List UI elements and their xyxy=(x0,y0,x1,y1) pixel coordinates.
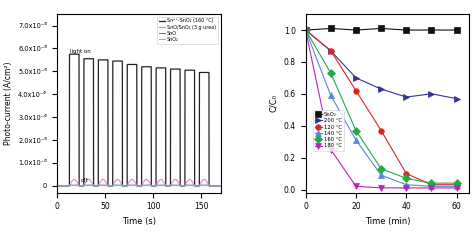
160 °C xyxy=(454,182,459,184)
SnO₂ xyxy=(158,184,164,187)
SnO/SnO₂ (3 g urea) xyxy=(54,184,60,187)
Line: 120 °C: 120 °C xyxy=(303,27,459,188)
200 °C xyxy=(303,29,309,31)
Line: 200 °C: 200 °C xyxy=(303,27,459,101)
Sn²⁺-SnO₂ (160 °C) xyxy=(54,184,60,187)
200 °C xyxy=(428,92,434,95)
Line: 160 °C: 160 °C xyxy=(303,27,459,186)
SnO xyxy=(177,184,182,187)
SnO₂ xyxy=(454,29,459,31)
SnO₂ xyxy=(328,27,334,30)
Sn²⁺-SnO₂ (160 °C) xyxy=(177,68,182,70)
160 °C xyxy=(328,72,334,74)
SnO/SnO₂ (3 g urea) xyxy=(158,178,164,181)
SnO xyxy=(63,184,69,187)
120 °C xyxy=(353,89,359,92)
140 °C xyxy=(353,139,359,141)
160 °C xyxy=(428,182,434,184)
140 °C xyxy=(454,185,459,188)
SnO₂ xyxy=(303,29,309,31)
200 °C xyxy=(328,49,334,52)
120 °C xyxy=(328,49,334,52)
180 °C xyxy=(403,187,409,189)
180 °C xyxy=(303,29,309,31)
SnO xyxy=(54,184,60,187)
Line: SnO/SnO₂ (3 g urea): SnO/SnO₂ (3 g urea) xyxy=(57,179,220,186)
SnO/SnO₂ (3 g urea) xyxy=(201,178,207,181)
SnO₂ xyxy=(353,29,359,31)
SnO₂ xyxy=(378,27,384,30)
Line: Sn²⁺-SnO₂ (160 °C): Sn²⁺-SnO₂ (160 °C) xyxy=(57,54,220,186)
Line: SnO₂: SnO₂ xyxy=(303,26,459,33)
200 °C xyxy=(353,76,359,79)
200 °C xyxy=(403,96,409,98)
200 °C xyxy=(378,88,384,90)
160 °C xyxy=(403,177,409,180)
Sn²⁺-SnO₂ (160 °C) xyxy=(158,67,164,69)
SnO₂ xyxy=(428,29,434,31)
SnO₂ xyxy=(54,184,60,187)
140 °C xyxy=(303,29,309,31)
SnO₂ xyxy=(66,184,72,187)
SnO/SnO₂ (3 g urea) xyxy=(63,184,69,187)
Line: SnO: SnO xyxy=(57,185,220,186)
Line: 180 °C: 180 °C xyxy=(303,27,459,191)
120 °C xyxy=(428,183,434,186)
Sn²⁺-SnO₂ (160 °C) xyxy=(218,184,223,187)
SnO₂ xyxy=(218,184,223,187)
120 °C xyxy=(403,172,409,175)
Sn²⁺-SnO₂ (160 °C) xyxy=(66,53,72,56)
Sn²⁺-SnO₂ (160 °C) xyxy=(102,59,108,61)
200 °C xyxy=(454,97,459,100)
SnO₂ xyxy=(138,184,144,187)
120 °C xyxy=(454,183,459,186)
Sn²⁺-SnO₂ (160 °C) xyxy=(63,184,69,187)
140 °C xyxy=(428,185,434,188)
160 °C xyxy=(303,29,309,31)
180 °C xyxy=(428,187,434,189)
SnO/SnO₂ (3 g urea) xyxy=(177,184,182,187)
Legend: Sn²⁺-SnO₂ (160 °C), SnO/SnO₂ (3 g urea), SnO, SnO₂: Sn²⁺-SnO₂ (160 °C), SnO/SnO₂ (3 g urea),… xyxy=(157,16,218,44)
SnO xyxy=(66,184,72,187)
140 °C xyxy=(328,94,334,97)
120 °C xyxy=(378,129,384,132)
SnO₂ xyxy=(63,184,69,187)
SnO xyxy=(218,184,223,187)
SnO₂ xyxy=(102,184,108,187)
Sn²⁺-SnO₂ (160 °C) xyxy=(138,184,144,187)
Legend: SnO₂, 200 °C, 120 °C, 140 °C, 160 °C, 180 °C: SnO₂, 200 °C, 120 °C, 140 °C, 160 °C, 18… xyxy=(313,110,344,151)
SnO₂ xyxy=(129,184,135,187)
SnO/SnO₂ (3 g urea) xyxy=(138,184,144,187)
SnO xyxy=(102,184,108,187)
Text: off: off xyxy=(81,178,88,183)
160 °C xyxy=(353,129,359,132)
Y-axis label: Photo-current (A/cm²): Photo-current (A/cm²) xyxy=(4,62,13,145)
Line: 140 °C: 140 °C xyxy=(303,27,459,189)
180 °C xyxy=(328,148,334,151)
Sn²⁺-SnO₂ (160 °C) xyxy=(129,63,135,66)
160 °C xyxy=(378,167,384,170)
Text: light on: light on xyxy=(70,50,91,55)
SnO/SnO₂ (3 g urea) xyxy=(129,178,135,181)
SnO xyxy=(138,184,144,187)
140 °C xyxy=(378,174,384,176)
120 °C xyxy=(303,29,309,31)
Y-axis label: C/C₀: C/C₀ xyxy=(269,94,278,112)
X-axis label: Time (s): Time (s) xyxy=(122,217,155,226)
SnO₂ xyxy=(403,29,409,31)
X-axis label: Time (min): Time (min) xyxy=(365,217,410,226)
SnO xyxy=(158,184,164,187)
140 °C xyxy=(403,183,409,186)
180 °C xyxy=(353,185,359,188)
180 °C xyxy=(378,187,384,189)
SnO₂ xyxy=(177,184,182,187)
SnO/SnO₂ (3 g urea) xyxy=(218,184,223,187)
SnO xyxy=(129,184,135,187)
180 °C xyxy=(454,187,459,189)
SnO/SnO₂ (3 g urea) xyxy=(102,180,108,183)
